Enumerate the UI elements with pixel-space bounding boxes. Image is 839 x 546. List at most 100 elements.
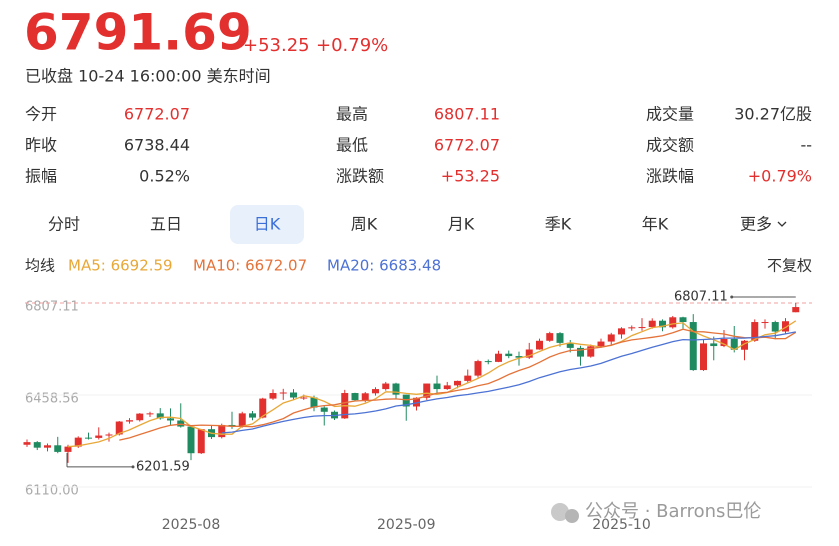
candle-body <box>197 429 205 454</box>
candle-body <box>556 333 564 343</box>
candle-body <box>23 442 31 445</box>
x-tick-label: 2025-09 <box>377 517 436 533</box>
candle-body <box>587 346 595 357</box>
watermark-icon <box>565 509 579 523</box>
candle-body <box>761 322 769 324</box>
ma-line <box>221 331 796 434</box>
candle-body <box>515 356 523 358</box>
candle-body <box>495 353 502 362</box>
y-tick-label: 6110.00 <box>25 484 79 499</box>
tab[interactable]: 分时 <box>48 215 80 234</box>
candle-body <box>597 341 605 347</box>
candle-body <box>484 361 492 363</box>
candle-body <box>85 437 92 439</box>
candle-body <box>105 434 113 436</box>
candle-body <box>679 317 687 323</box>
candle-body <box>167 418 174 421</box>
stat-value: 30.27亿股 <box>734 105 812 124</box>
candle-body <box>156 413 164 419</box>
candle-body <box>720 338 728 347</box>
candle-body <box>382 383 390 390</box>
candle-body <box>433 383 441 390</box>
candle-body <box>710 343 718 347</box>
tab[interactable]: 更多 <box>740 215 772 234</box>
candle-body <box>372 389 379 394</box>
candle-body <box>546 333 554 341</box>
tab[interactable]: 月K <box>448 215 475 234</box>
candle-body <box>95 435 103 438</box>
high-dot <box>730 295 734 299</box>
candle-body <box>659 320 666 328</box>
candle-body <box>249 413 256 418</box>
candle-body <box>771 322 779 332</box>
status: 已收盘 10-24 16:00:00 美东时间 <box>25 67 271 86</box>
tab[interactable]: 季K <box>545 215 572 234</box>
stat-label: 最低 <box>336 136 368 155</box>
candle-body <box>443 385 451 390</box>
candle-body <box>177 420 185 427</box>
stat-label: 涨跌额 <box>336 167 384 186</box>
tab[interactable]: 日K <box>254 215 281 234</box>
ma-legend: MA20: 6683.48 <box>327 257 441 275</box>
adjust-mode[interactable]: 不复权 <box>767 257 812 275</box>
candle-body <box>64 446 72 452</box>
candle-body <box>320 407 328 412</box>
candle-body <box>279 392 287 394</box>
low-dot <box>131 465 135 469</box>
ma-title: 均线 <box>25 257 55 275</box>
stat-value: +0.79% <box>748 167 812 186</box>
candle-body <box>310 397 318 408</box>
candle-body <box>351 393 359 401</box>
dropdown-caret <box>777 221 787 227</box>
candle-body <box>218 424 226 438</box>
candle-body <box>792 307 800 313</box>
y-tick-label: 6458.56 <box>25 391 79 406</box>
x-tick-label: 2025-10 <box>592 517 651 533</box>
candle-body <box>751 322 759 341</box>
candle-body <box>413 397 420 407</box>
tab[interactable]: 年K <box>642 215 669 234</box>
candle-body <box>525 349 533 358</box>
candle-body <box>700 343 707 371</box>
tab-selected-bg <box>230 205 304 244</box>
candle-body <box>607 334 615 342</box>
price: 6791.69 <box>24 4 252 62</box>
change-pct: +0.79% <box>316 35 388 56</box>
stat-label: 振幅 <box>25 167 57 186</box>
stat-value: +53.25 <box>441 167 500 186</box>
candle-body <box>648 320 656 328</box>
candle-body <box>74 437 82 447</box>
candle-body <box>146 413 154 415</box>
stat-value: 6738.44 <box>124 136 190 155</box>
candle-body <box>454 380 461 386</box>
candle-body <box>505 353 513 357</box>
tab[interactable]: 周K <box>351 215 378 234</box>
y-tick-label: 6807.11 <box>25 300 79 315</box>
candle-body <box>361 393 369 401</box>
candle-body <box>44 445 51 448</box>
candle-body <box>782 321 789 332</box>
candle-body <box>228 424 236 427</box>
candle-body <box>402 394 410 407</box>
low-label: 6201.59 <box>136 459 190 474</box>
candle-body <box>392 383 400 395</box>
candle-body <box>238 413 246 427</box>
tab[interactable]: 五日 <box>150 215 182 234</box>
candle-body <box>33 442 41 448</box>
candle-body <box>689 322 697 371</box>
stat-value: 6807.11 <box>434 105 500 124</box>
candle-body <box>290 392 297 398</box>
ma-line <box>119 328 797 441</box>
candle-body <box>730 338 738 350</box>
stat-value: -- <box>800 136 812 155</box>
stat-value: 0.52% <box>139 167 190 186</box>
x-tick-label: 2025-08 <box>162 517 221 533</box>
candle-body <box>126 420 133 422</box>
candle-body <box>115 421 123 435</box>
candle-body <box>577 347 584 357</box>
stat-label: 昨收 <box>25 136 57 155</box>
candle-body <box>628 327 636 329</box>
